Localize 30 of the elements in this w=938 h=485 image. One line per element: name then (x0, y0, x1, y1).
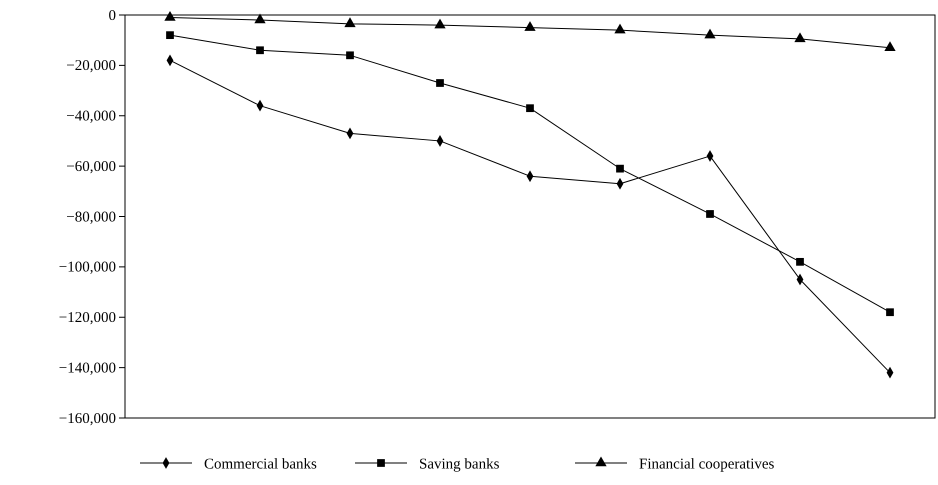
point (796, 258, 804, 266)
point (434, 18, 446, 28)
legend-label: Saving banks (419, 456, 500, 472)
y-tick-label: −20,000 (66, 58, 116, 74)
point (164, 11, 176, 21)
y-tick-label: −120,000 (58, 310, 116, 326)
point (344, 17, 356, 28)
y-tick-label: −100,000 (58, 260, 116, 276)
point (614, 24, 626, 34)
point (794, 32, 806, 42)
point (886, 308, 894, 316)
point (436, 79, 444, 87)
point (524, 21, 536, 31)
point (704, 28, 716, 38)
point (256, 46, 264, 54)
y-tick-label: −140,000 (58, 360, 116, 376)
point (346, 51, 354, 60)
point (616, 164, 624, 173)
point (884, 41, 896, 51)
legend-label: Commercial banks (204, 456, 318, 472)
point (254, 14, 266, 24)
y-tick-label: −80,000 (66, 209, 116, 226)
y-tick-label: −60,000 (66, 158, 116, 175)
y-tick-label: −40,000 (66, 108, 116, 125)
legend-label: Financial cooperatives (639, 456, 775, 472)
point (526, 104, 534, 112)
point (706, 210, 714, 218)
y-tick-label: −160,000 (58, 410, 116, 427)
point (166, 31, 174, 40)
y-tick-label: 0 (108, 8, 116, 24)
